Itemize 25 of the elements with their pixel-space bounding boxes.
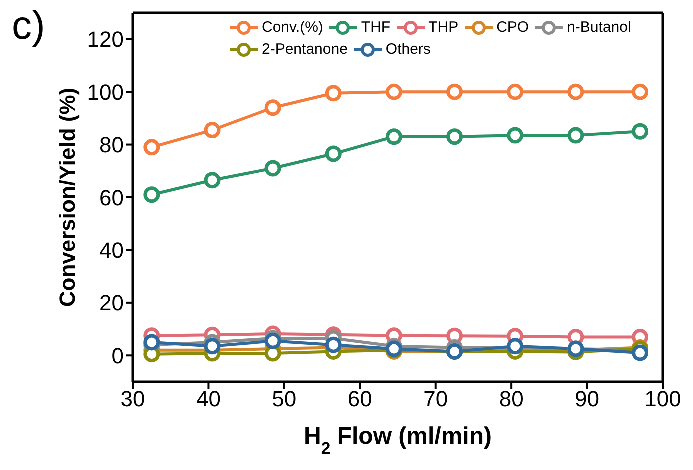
x-tick-label: 30 xyxy=(120,386,146,412)
x-tick-label: 60 xyxy=(348,386,372,412)
legend-label: n-Butanol xyxy=(567,18,632,38)
y-tick-label: 120 xyxy=(87,27,124,52)
x-tick-label: 70 xyxy=(424,386,448,412)
x-tick-label: 80 xyxy=(499,386,524,412)
x-tick-label: 50 xyxy=(272,386,297,412)
legend-label: CPO xyxy=(496,18,530,38)
y-tick-label: 80 xyxy=(100,132,124,158)
legend-label: 2-Pentanone xyxy=(262,40,348,60)
x-tick-label: 90 xyxy=(575,386,600,412)
legend-label: Others xyxy=(386,40,431,60)
y-tick-label: 40 xyxy=(100,238,124,264)
y-tick-label: 100 xyxy=(87,80,124,105)
x-tick-label: 40 xyxy=(196,386,221,412)
y-tick-label: 20 xyxy=(100,290,124,316)
x-tick-label: 100 xyxy=(644,386,682,412)
y-tick-label: 0 xyxy=(112,343,124,368)
y-tick-label: 60 xyxy=(100,185,124,210)
legend-label: Conv.(%) xyxy=(262,18,324,38)
x-axis-title: H$_{2}$ Flow (ml/min) xyxy=(304,423,492,458)
text: c) xyxy=(12,4,46,49)
legend-label: THF xyxy=(361,18,391,38)
legend-label: THP xyxy=(428,18,459,38)
y-axis-title: Conversion/Yield (%) xyxy=(55,88,80,308)
